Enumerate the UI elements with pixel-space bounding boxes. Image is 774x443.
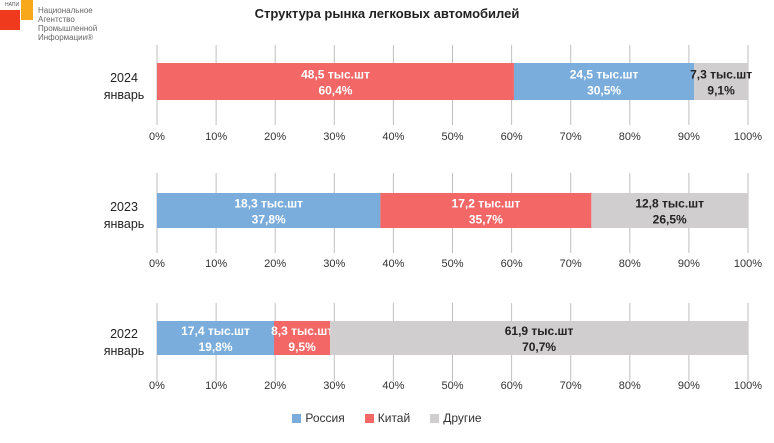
logo-line-3: Промышленной bbox=[38, 24, 98, 33]
category-label-year: 2022 bbox=[110, 327, 138, 341]
legend-swatch-russia bbox=[292, 413, 302, 423]
x-tick-label: 60% bbox=[501, 258, 523, 270]
logo-orange-square bbox=[21, 0, 33, 20]
bar-segment bbox=[694, 63, 748, 100]
data-label-volume: 17,4 тыс.шт bbox=[181, 324, 250, 338]
legend-label-china: Китай bbox=[377, 411, 411, 425]
data-label-volume: 18,3 тыс.шт bbox=[234, 197, 303, 211]
data-label-volume: 48,5 тыс.шт bbox=[301, 68, 370, 82]
data-label-percent: 70,7% bbox=[522, 340, 556, 354]
category-label-year: 2024 bbox=[110, 71, 138, 85]
x-tick-label: 70% bbox=[560, 258, 582, 270]
legend-item-russia: Россия bbox=[292, 411, 345, 425]
x-tick-label: 60% bbox=[501, 380, 523, 392]
legend-swatch-china bbox=[364, 413, 374, 423]
x-tick-label: 80% bbox=[619, 380, 641, 392]
legend-label-russia: Россия bbox=[305, 411, 345, 425]
legend-label-other: Другие bbox=[443, 411, 482, 425]
bar-segment bbox=[513, 63, 695, 100]
data-label-percent: 9,1% bbox=[707, 84, 735, 98]
category-label-month: январь bbox=[104, 88, 145, 102]
bar-segment bbox=[380, 193, 592, 228]
napi-logo: НАПИ Национальное Агентство Промышленной… bbox=[0, 0, 120, 60]
x-tick-label: 70% bbox=[560, 131, 582, 143]
logo-line-2: Агентство bbox=[38, 15, 75, 24]
data-label-volume: 24,5 тыс.шт bbox=[570, 68, 639, 82]
x-tick-label: 90% bbox=[678, 380, 700, 392]
data-label-percent: 60,4% bbox=[318, 84, 352, 98]
data-label-volume: 17,2 тыс.шт bbox=[452, 197, 521, 211]
logo-abbr: НАПИ bbox=[5, 2, 20, 8]
bar-segment bbox=[157, 321, 275, 355]
logo-text: Национальное Агентство Промышленной Инфо… bbox=[38, 6, 97, 42]
logo-line-4: Информации® bbox=[38, 33, 94, 42]
x-tick-label: 40% bbox=[382, 131, 404, 143]
x-tick-label: 40% bbox=[382, 258, 404, 270]
x-tick-label: 10% bbox=[205, 131, 227, 143]
data-label-percent: 35,7% bbox=[469, 213, 503, 227]
x-tick-label: 90% bbox=[678, 258, 700, 270]
x-tick-label: 40% bbox=[382, 380, 404, 392]
legend-item-other: Другие bbox=[430, 411, 482, 425]
data-label-percent: 19,8% bbox=[198, 340, 232, 354]
bar-segment bbox=[274, 321, 331, 355]
data-label-percent: 37,8% bbox=[252, 213, 286, 227]
x-tick-label: 30% bbox=[323, 258, 345, 270]
x-tick-label: 80% bbox=[619, 258, 641, 270]
x-tick-label: 10% bbox=[205, 258, 227, 270]
legend: Россия Китай Другие bbox=[0, 411, 774, 425]
x-tick-label: 100% bbox=[734, 131, 762, 143]
x-tick-label: 20% bbox=[264, 258, 286, 270]
data-label-volume: 12,8 тыс.шт bbox=[635, 197, 704, 211]
data-label-volume: 8,3 тыс.шт bbox=[271, 324, 333, 338]
x-tick-label: 20% bbox=[264, 131, 286, 143]
category-label-month: январь bbox=[104, 344, 145, 358]
legend-swatch-other bbox=[430, 413, 440, 423]
x-tick-label: 0% bbox=[149, 380, 165, 392]
data-label-percent: 30,5% bbox=[587, 84, 621, 98]
data-label-volume: 7,3 тыс.шт bbox=[690, 68, 752, 82]
x-tick-label: 30% bbox=[323, 380, 345, 392]
bar-segment bbox=[157, 193, 381, 228]
chart-title: Структура рынка легковых автомобилей bbox=[254, 6, 520, 21]
x-tick-label: 10% bbox=[205, 380, 227, 392]
x-tick-label: 30% bbox=[323, 131, 345, 143]
x-tick-label: 50% bbox=[441, 258, 463, 270]
x-tick-label: 100% bbox=[734, 380, 762, 392]
x-tick-label: 50% bbox=[441, 380, 463, 392]
legend-item-china: Китай bbox=[364, 411, 411, 425]
data-label-volume: 61,9 тыс.шт bbox=[505, 324, 574, 338]
logo-red-square bbox=[0, 10, 20, 30]
logo-line-1: Национальное bbox=[38, 6, 93, 15]
category-label-month: январь bbox=[104, 217, 145, 231]
x-tick-label: 0% bbox=[149, 131, 165, 143]
category-label-year: 2023 bbox=[110, 200, 138, 214]
x-tick-label: 0% bbox=[149, 258, 165, 270]
bar-segment bbox=[330, 321, 748, 355]
x-tick-label: 80% bbox=[619, 131, 641, 143]
x-tick-label: 20% bbox=[264, 380, 286, 392]
x-tick-label: 100% bbox=[734, 258, 762, 270]
bar-segment bbox=[157, 63, 514, 100]
x-tick-label: 90% bbox=[678, 131, 700, 143]
bar-segment bbox=[591, 193, 748, 228]
x-tick-label: 50% bbox=[441, 131, 463, 143]
x-tick-label: 70% bbox=[560, 380, 582, 392]
data-label-percent: 26,5% bbox=[653, 213, 687, 227]
x-tick-label: 60% bbox=[501, 131, 523, 143]
data-label-percent: 9,5% bbox=[288, 340, 316, 354]
